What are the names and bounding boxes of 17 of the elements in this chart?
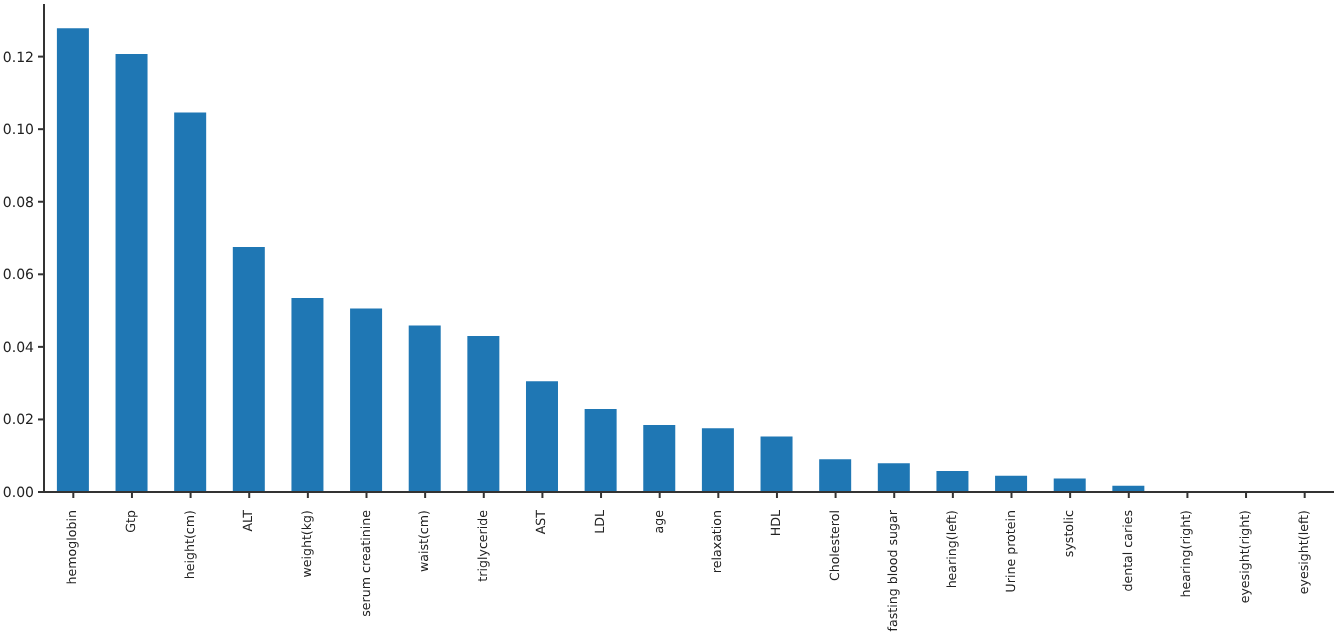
bar bbox=[584, 408, 617, 492]
bar bbox=[115, 54, 148, 492]
bar bbox=[232, 247, 265, 492]
bar bbox=[819, 459, 852, 492]
bar bbox=[350, 308, 383, 492]
bar bbox=[291, 297, 324, 492]
bar bbox=[936, 470, 969, 492]
bar bbox=[174, 112, 207, 492]
bar bbox=[995, 475, 1028, 492]
bar bbox=[760, 436, 793, 492]
bar bbox=[56, 28, 89, 492]
bar bbox=[467, 335, 500, 492]
bar bbox=[701, 428, 734, 492]
bar bbox=[643, 424, 676, 492]
bar bbox=[877, 463, 910, 492]
bar bbox=[525, 381, 558, 492]
bar bbox=[408, 325, 441, 492]
